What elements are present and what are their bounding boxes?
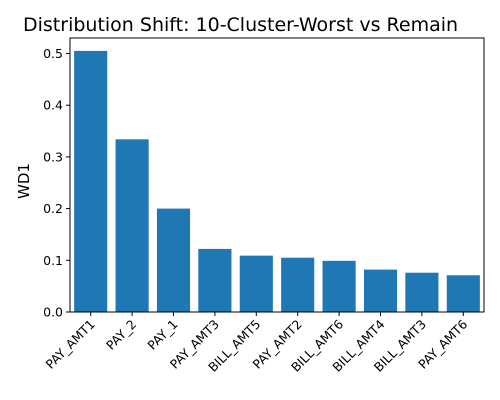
bar-pay-amt2 (281, 257, 315, 312)
bar-bill-amt4 (363, 269, 398, 312)
bar-bill-amt3 (405, 272, 439, 312)
bar-bill-amt5 (239, 255, 273, 312)
bar-pay-amt6 (446, 275, 480, 312)
y-axis-label: WD1 (15, 163, 33, 199)
x-axis-ticks: PAY_AMT1 PAY_2 PAY_1PAY_AMT3BILL_AMT5PAY_A… (43, 312, 470, 375)
y-tick-label: 0.5 (43, 46, 63, 61)
x-tick-label: PAY_AMT1 (43, 317, 98, 372)
plot-frame (69, 37, 485, 313)
bar-bill-amt6 (322, 260, 356, 312)
chart-title: Distribution Shift: 10-Cluster-Worst vs … (23, 14, 458, 36)
bar-pay-amt1 (74, 50, 108, 313)
x-tick-label: PAY_2 (103, 317, 139, 353)
bar-pay-amt3 (198, 248, 232, 312)
bar-pay-2 (115, 139, 149, 312)
x-tick-label: PAY_1 (144, 317, 180, 353)
y-tick-label: 0.4 (43, 98, 63, 113)
y-tick-label: 0.0 (43, 305, 63, 320)
y-axis-ticks: 0.0 0.1 0.2 0.3 0.4 0.5 (43, 46, 70, 320)
y-tick-label: 0.1 (43, 253, 63, 268)
bar-pay-1 (156, 208, 191, 312)
y-tick-label: 0.2 (43, 201, 63, 216)
bars-group (74, 50, 480, 313)
y-tick-label: 0.3 (43, 149, 63, 164)
